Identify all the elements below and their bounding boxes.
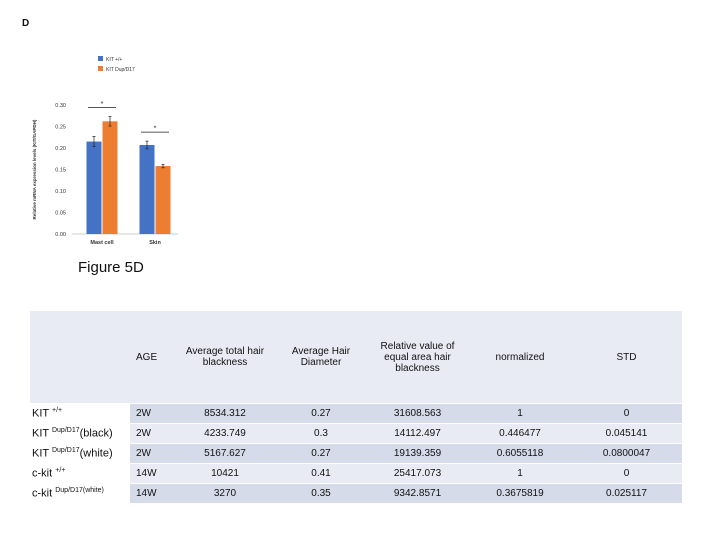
cell-hair-diameter: 0.41 — [276, 463, 366, 484]
header-total-blackness: Average total hair blackness — [174, 311, 276, 404]
header-blank-cell — [30, 311, 130, 404]
cell-hair-diameter: 0.35 — [276, 483, 366, 504]
cell-std: 0 — [571, 403, 682, 424]
row-label: c-kit Dup/D17(white) — [30, 483, 130, 504]
figure-caption: Figure 5D — [78, 259, 144, 276]
y-tick-label: 0.25 — [55, 125, 66, 131]
legend-swatch — [98, 66, 103, 71]
cell-hair-diameter: 0.3 — [276, 423, 366, 444]
y-tick-label: 0.05 — [55, 211, 66, 217]
genotype-suffix: (white) — [79, 447, 113, 460]
hair-blackness-table: AGE Average total hair blackness Average… — [30, 311, 682, 504]
genotype-superscript: Dup/D17(white) — [55, 487, 104, 495]
cell-hair-diameter: 0.27 — [276, 443, 366, 464]
cell-normalized: 0.446477 — [469, 423, 571, 444]
cell-normalized: 0.3675819 — [469, 483, 571, 504]
cell-relative-value: 19139.359 — [366, 443, 469, 464]
significance-marker: * — [154, 126, 157, 133]
y-tick-label: 0.15 — [55, 168, 66, 174]
cell-relative-value: 25417.073 — [366, 463, 469, 484]
significance-marker: * — [101, 101, 104, 108]
header-hair-diameter: Average Hair Diameter — [276, 311, 366, 404]
cell-relative-value: 14112.497 — [366, 423, 469, 444]
cell-std: 0.0800047 — [571, 443, 682, 464]
legend-label: KIT Dup/D17 — [106, 67, 135, 73]
cell-normalized: 1 — [469, 463, 571, 484]
legend-swatch — [98, 56, 103, 61]
y-tick-label: 0.30 — [55, 103, 66, 109]
cell-age: 2W — [130, 403, 174, 424]
row-label: KIT Dup/D17(white) — [30, 443, 130, 464]
genotype-superscript: +/+ — [55, 467, 66, 475]
legend-label: KIT +/+ — [106, 57, 122, 63]
cell-relative-value: 31608.563 — [366, 403, 469, 424]
cell-total-blackness: 8534.312 — [174, 403, 276, 424]
header-age: AGE — [130, 311, 174, 404]
cell-hair-diameter: 0.27 — [276, 403, 366, 424]
cell-total-blackness: 10421 — [174, 463, 276, 484]
genotype-superscript: Dup/D17 — [51, 427, 80, 435]
cell-age: 14W — [130, 483, 174, 504]
row-label: c-kit +/+ — [30, 463, 130, 484]
genotype-superscript: Dup/D17 — [51, 447, 80, 455]
table-row: c-kit Dup/D17(white) 14W 3270 0.35 9342.8571… — [30, 483, 682, 504]
row-label: KIT Dup/D17(black) — [30, 423, 130, 444]
cell-std: 0.045141 — [571, 423, 682, 444]
bar — [139, 144, 155, 234]
cell-age: 14W — [130, 463, 174, 484]
header-std: STD — [571, 311, 682, 404]
bar-chart: KIT +/+ KIT Dup/D17 Relative mRNA expressi… — [32, 56, 178, 246]
cell-total-blackness: 3270 — [174, 483, 276, 504]
row-label: KIT +/+ — [30, 403, 130, 424]
genotype-name: KIT — [32, 407, 49, 420]
cell-normalized: 1 — [469, 403, 571, 424]
cell-total-blackness: 5167.627 — [174, 443, 276, 464]
bar — [102, 121, 118, 234]
bar — [155, 166, 171, 234]
cell-std: 0.025117 — [571, 483, 682, 504]
panel-label: D — [22, 18, 30, 29]
y-tick-label: 0.00 — [55, 232, 66, 238]
genotype-suffix: (black) — [79, 427, 113, 440]
genotype-superscript: +/+ — [51, 407, 63, 415]
genotype-name: c-kit — [32, 487, 53, 500]
table-row: KIT Dup/D17(white) 2W 5167.627 0.27 19139.35… — [30, 443, 682, 464]
cell-age: 2W — [130, 423, 174, 444]
header-relative-value: Relative value of equal area hair blackn… — [366, 311, 469, 404]
genotype-name: KIT — [32, 427, 49, 440]
genotype-name: KIT — [32, 447, 49, 460]
table-row: KIT +/+ 2W 8534.312 0.27 31608.563 1 0 — [30, 403, 682, 424]
header-normalized: normalized — [469, 311, 571, 404]
table-header-row: AGE Average total hair blackness Average… — [30, 311, 682, 404]
cell-total-blackness: 4233.749 — [174, 423, 276, 444]
cell-relative-value: 9342.8571 — [366, 483, 469, 504]
y-tick-label: 0.10 — [55, 189, 66, 195]
y-tick-label: 0.20 — [55, 146, 66, 152]
y-axis-label: Relative mRNA expression levels (KIT/GAP… — [32, 119, 37, 219]
cell-std: 0 — [571, 463, 682, 484]
cell-age: 2W — [130, 443, 174, 464]
table-row: KIT Dup/D17(black) 2W 4233.749 0.3 14112.497… — [30, 423, 682, 444]
genotype-name: c-kit — [32, 467, 53, 480]
cell-normalized: 0.6055118 — [469, 443, 571, 464]
x-tick-label: Mast cell — [90, 240, 114, 246]
table-row: c-kit +/+ 14W 10421 0.41 25417.073 1 0 — [30, 463, 682, 484]
bar — [86, 141, 102, 234]
x-tick-label: Skin — [149, 240, 161, 246]
